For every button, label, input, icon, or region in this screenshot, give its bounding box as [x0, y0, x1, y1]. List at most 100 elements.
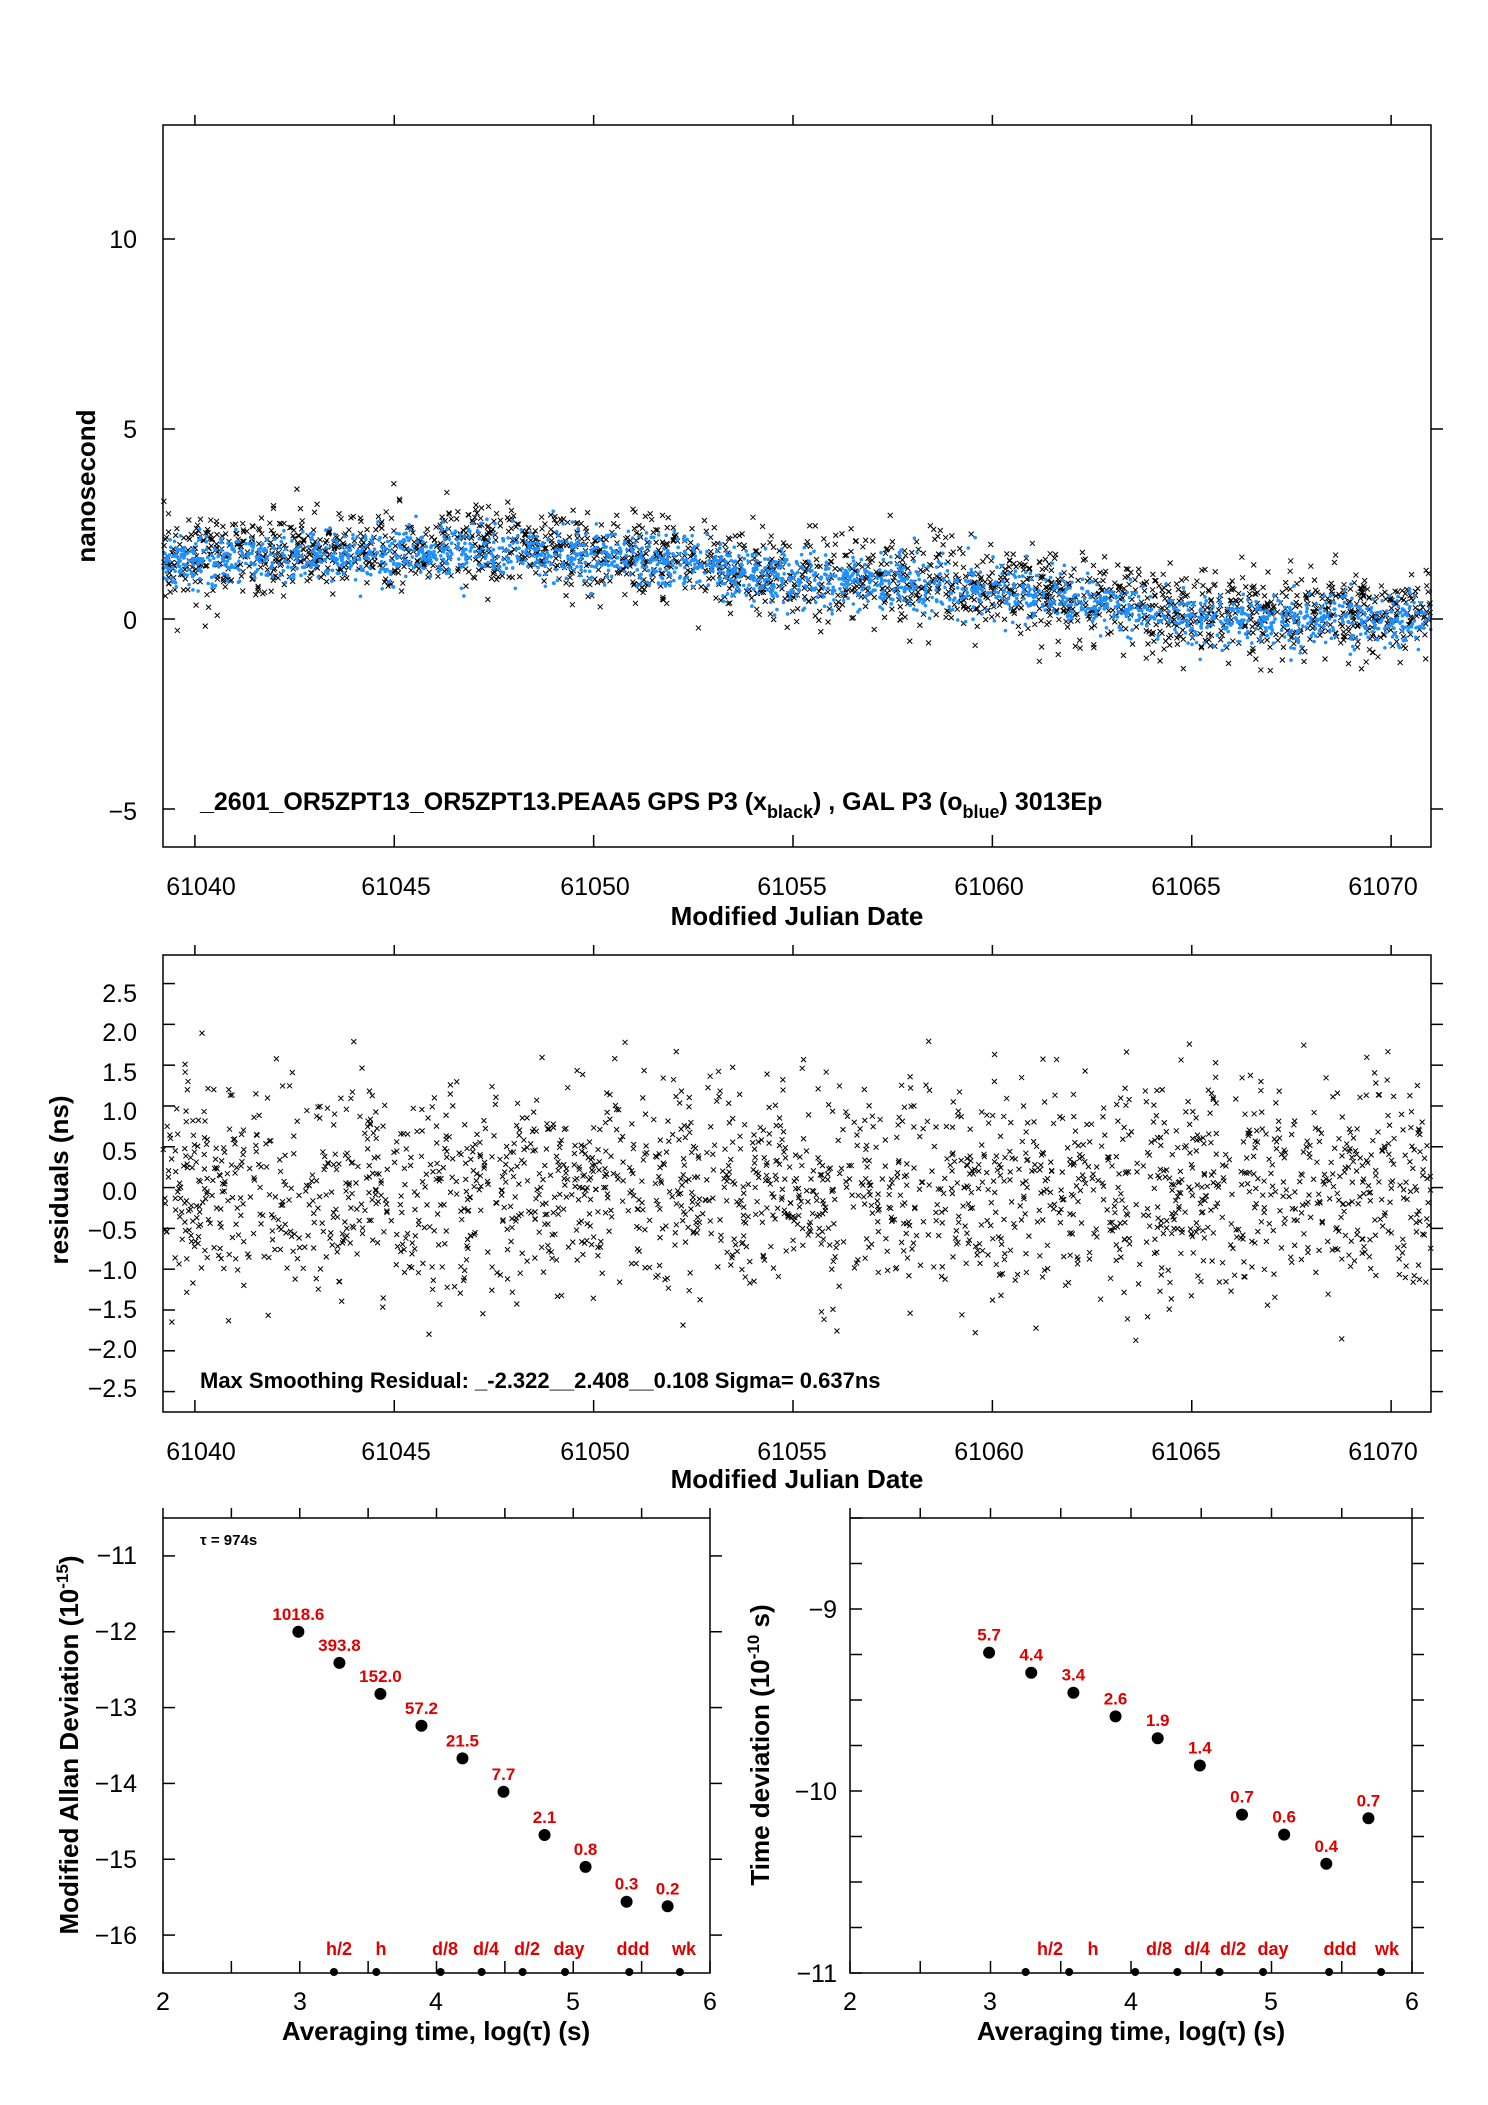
gal-point [527, 535, 532, 539]
gal-point [949, 591, 954, 595]
gal-point [813, 571, 818, 575]
gal-point [610, 561, 614, 565]
gps-point [862, 537, 869, 544]
residual-point [543, 1146, 550, 1152]
gps-point [1229, 638, 1236, 644]
gal-point [407, 538, 411, 543]
gal-point [895, 562, 899, 567]
gal-point [624, 559, 629, 563]
gal-point [1292, 615, 1297, 619]
gal-point [787, 563, 791, 567]
gal-point [661, 561, 666, 566]
gal-point [1192, 614, 1197, 618]
gal-point [359, 564, 363, 569]
gal-point [599, 563, 604, 568]
gal-point [1093, 606, 1098, 610]
gal-point [721, 599, 726, 604]
gal-point [387, 548, 392, 553]
gal-point [847, 577, 852, 582]
residual-point [415, 1269, 422, 1276]
residual-point [893, 1134, 900, 1141]
gal-point [191, 551, 196, 555]
gps-point [259, 590, 266, 597]
gal-point [175, 549, 180, 553]
gal-point [169, 576, 174, 580]
gal-point [389, 572, 393, 577]
gps-point [1188, 606, 1195, 612]
gal-point [856, 569, 861, 573]
gal-point [368, 549, 372, 553]
gal-point [477, 530, 481, 535]
gps-point [954, 606, 961, 613]
gps-point [375, 513, 382, 520]
residual-point [364, 1146, 371, 1152]
gal-point [582, 578, 586, 583]
gal-point [764, 573, 769, 578]
gal-point [1012, 585, 1016, 590]
gal-point [845, 572, 849, 577]
gal-point [1298, 651, 1303, 655]
gal-point [839, 582, 844, 586]
gal-point [1392, 617, 1397, 622]
gal-point [795, 570, 800, 575]
gps-point [908, 590, 915, 597]
gps-point [1219, 632, 1226, 639]
gps-point [410, 529, 416, 536]
gal-point [705, 532, 709, 537]
gal-point [554, 567, 559, 572]
gal-point [1349, 614, 1353, 619]
residual-point [1241, 1273, 1247, 1280]
gal-point [1313, 634, 1318, 638]
gal-point [692, 566, 697, 570]
residual-point [1319, 1219, 1326, 1226]
residual-point [519, 1115, 526, 1121]
gps-point [1074, 611, 1080, 617]
gal-point [198, 576, 202, 581]
gal-point [1022, 596, 1026, 601]
gal-point [1389, 618, 1394, 622]
residual-point [513, 1122, 520, 1129]
gps-point [1206, 588, 1212, 595]
gal-point [751, 569, 756, 573]
residual-point [883, 1235, 889, 1242]
gps-point [1347, 586, 1354, 592]
top-ytick-minus5: −5 [108, 798, 137, 826]
residual-point [1341, 1208, 1347, 1215]
gal-point [1341, 604, 1345, 609]
gps-point [453, 515, 460, 522]
gps-point [1423, 567, 1430, 574]
gps-point [1397, 659, 1404, 666]
residual-point [1134, 1169, 1140, 1175]
gps-point [614, 570, 621, 576]
gal-point [180, 552, 184, 557]
gal-point [1013, 569, 1018, 574]
gal-point [1309, 619, 1313, 624]
gal-point [1136, 601, 1141, 606]
gps-point [1082, 600, 1089, 606]
gps-point [584, 535, 591, 542]
gps-point [1055, 651, 1062, 658]
gal-point [1031, 595, 1036, 600]
gal-point [1281, 619, 1286, 624]
gal-point [969, 567, 974, 572]
gal-point [1184, 603, 1188, 607]
residual-point [1208, 1207, 1214, 1214]
gal-point [1202, 641, 1207, 645]
residual-point [173, 1105, 180, 1112]
gal-point [632, 556, 637, 561]
gal-point [937, 581, 942, 586]
gal-point [1211, 604, 1215, 609]
residual-point [1100, 1105, 1107, 1111]
residual-point [1330, 1183, 1337, 1190]
residual-point [1111, 1203, 1118, 1210]
residual-point [1303, 1201, 1310, 1207]
gal-point [640, 556, 644, 560]
gal-point [1099, 601, 1104, 606]
gps-point [364, 579, 370, 586]
gps-point [176, 541, 183, 548]
gal-point [1401, 625, 1405, 630]
gps-point [780, 540, 787, 546]
gal-point [803, 584, 808, 588]
gal-point [658, 567, 662, 571]
gps-point [1071, 566, 1077, 572]
